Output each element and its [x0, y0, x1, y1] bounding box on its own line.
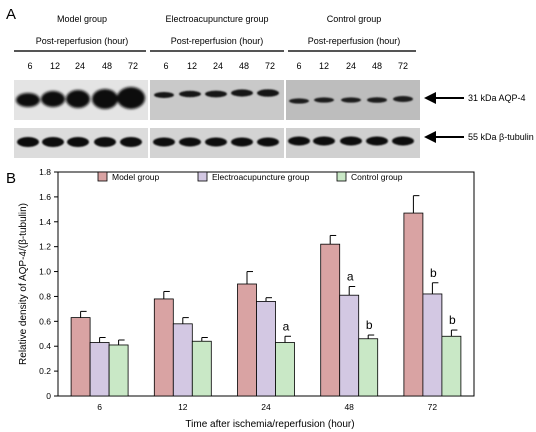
ea-group-divider: [150, 50, 284, 52]
y-tick-label: 1.0: [39, 267, 51, 277]
aqp4-band-label: 31 kDa AQP-4: [468, 93, 526, 103]
panel-a-letter: A: [6, 6, 17, 23]
lane-label: 48: [371, 61, 382, 71]
lane-label: 72: [127, 61, 138, 71]
legend-label: Electroacupuncture group: [212, 172, 310, 182]
x-tick-label: 24: [261, 402, 271, 412]
control-group-subtitle: Post-reperfusion (hour): [307, 36, 401, 46]
lane-label: 6: [163, 61, 169, 71]
lane-label: 12: [318, 61, 329, 71]
ea-group-subtitle: Post-reperfusion (hour): [170, 36, 264, 46]
lane-label: 6: [296, 61, 302, 71]
bar: [441, 335, 462, 397]
significance-label: b: [449, 313, 456, 327]
arrow-left-icon: [424, 92, 464, 104]
lane-label: 72: [264, 61, 275, 71]
legend-label: Control group: [351, 172, 403, 182]
tubulin-band-label: 55 kDa β-tubulin: [468, 132, 534, 142]
lane-label: 12: [186, 61, 197, 71]
bar: [89, 342, 110, 397]
y-tick-label: 0.4: [39, 341, 51, 351]
bar: [237, 283, 257, 397]
bar: [108, 344, 129, 397]
western-blot-image: [14, 80, 420, 158]
control-group-title: Control group: [326, 14, 382, 24]
significance-label: a: [283, 319, 290, 333]
ea-group-title: Electroacupuncture group: [165, 14, 269, 24]
y-tick-label: 0.8: [39, 291, 51, 301]
y-tick-label: 1.8: [39, 167, 51, 177]
bar: [422, 293, 443, 397]
lane-label: 24: [212, 61, 223, 71]
lane-label: 12: [49, 61, 60, 71]
y-tick-label: 0.6: [39, 316, 51, 326]
panel-b-letter: B: [6, 170, 17, 187]
significance-label: a: [347, 269, 354, 283]
x-tick-label: 6: [97, 402, 102, 412]
legend-swatch: [97, 171, 108, 182]
lane-label: 48: [238, 61, 249, 71]
control-group-divider: [288, 50, 416, 52]
y-tick-label: 1.2: [39, 242, 51, 252]
y-tick-label: 1.6: [39, 192, 51, 202]
x-axis-label: Time after ischemia/reperfusion (hour): [185, 419, 354, 430]
bar: [172, 323, 193, 397]
bar-chart: 0 0.2 0.4 0.6 0.8 1.0 1.2 1.4 1.6 1.8 Relative den…: [18, 167, 475, 430]
legend-swatch: [336, 171, 347, 182]
bar: [358, 338, 379, 397]
lane-label: 72: [397, 61, 408, 71]
lane-label: 48: [101, 61, 112, 71]
bar: [256, 301, 276, 397]
model-group-divider: [14, 50, 146, 52]
bar: [153, 298, 174, 397]
arrow-left-icon: [424, 131, 464, 143]
bar: [70, 317, 91, 397]
significance-label: b: [430, 266, 437, 280]
significance-label: b: [366, 318, 373, 332]
x-tick-label: 48: [344, 402, 354, 412]
lane-label: 6: [27, 61, 33, 71]
bar: [320, 243, 341, 397]
y-tick-label: 1.4: [39, 217, 51, 227]
bar: [339, 294, 360, 397]
legend-label: Model group: [112, 172, 160, 182]
y-tick-label: 0: [46, 391, 51, 401]
y-tick-label: 0.2: [39, 366, 51, 376]
lane-label: 24: [74, 61, 85, 71]
legend-swatch: [197, 171, 208, 182]
bar: [191, 340, 212, 397]
bar: [403, 212, 424, 397]
x-tick-label: 72: [428, 402, 438, 412]
model-group-subtitle: Post-reperfusion (hour): [35, 36, 129, 46]
x-tick-label: 12: [178, 402, 188, 412]
y-axis-label: Relative density of AQP-4/(β-tubulin): [18, 203, 29, 365]
lane-label: 24: [345, 61, 356, 71]
bar: [275, 342, 295, 397]
model-group-title: Model group: [56, 14, 108, 24]
